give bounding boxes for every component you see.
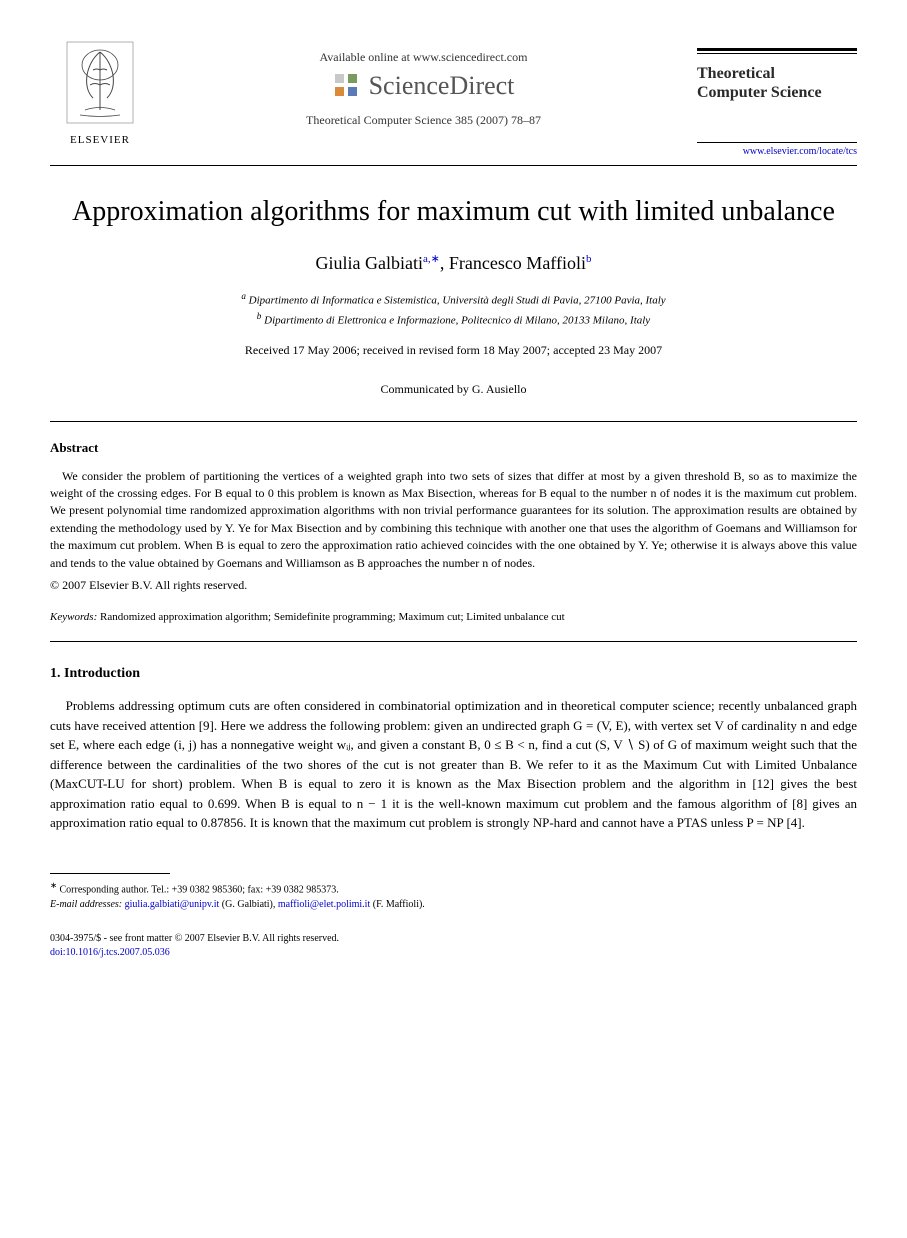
email-2-attr: (F. Maffioli). bbox=[370, 899, 425, 910]
journal-name-line1: Theoretical bbox=[697, 65, 775, 82]
citation-line: Theoretical Computer Science 385 (2007) … bbox=[150, 113, 697, 128]
doi-link[interactable]: doi:10.1016/j.tcs.2007.05.036 bbox=[50, 947, 170, 958]
footnote-rule bbox=[50, 873, 170, 874]
abstract-top-rule bbox=[50, 421, 857, 422]
section-1-heading: 1. Introduction bbox=[50, 666, 857, 682]
author-sep: , bbox=[440, 253, 449, 273]
elsevier-block: ELSEVIER bbox=[50, 40, 150, 146]
sciencedirect-logo: ScienceDirect bbox=[150, 71, 697, 101]
journal-name: Theoretical Computer Science bbox=[697, 64, 857, 102]
affiliations: a Dipartimento di Informatica e Sistemis… bbox=[50, 290, 857, 328]
corresponding-author-note: Corresponding author. Tel.: +39 0382 985… bbox=[59, 884, 338, 895]
journal-name-line2: Computer Science bbox=[697, 84, 822, 101]
footer-copyright: 0304-3975/$ - see front matter © 2007 El… bbox=[50, 933, 339, 944]
author-1: Giulia Galbiati bbox=[316, 253, 423, 273]
journal-block: Theoretical Computer Science www.elsevie… bbox=[697, 40, 857, 157]
footnotes: ∗ Corresponding author. Tel.: +39 0382 9… bbox=[50, 880, 857, 912]
keywords-text: Randomized approximation algorithm; Semi… bbox=[97, 611, 564, 623]
article-dates: Received 17 May 2006; received in revise… bbox=[50, 343, 857, 358]
available-online-text: Available online at www.sciencedirect.co… bbox=[150, 50, 697, 65]
author-list: Giulia Galbiatia,∗, Francesco Maffiolib bbox=[50, 252, 857, 274]
center-header: Available online at www.sciencedirect.co… bbox=[150, 40, 697, 128]
abstract-bottom-rule bbox=[50, 641, 857, 642]
abstract-heading: Abstract bbox=[50, 440, 857, 456]
page-footer: 0304-3975/$ - see front matter © 2007 El… bbox=[50, 932, 857, 960]
email-label: E-mail addresses: bbox=[50, 899, 122, 910]
author-2-sup: b bbox=[586, 253, 592, 265]
elsevier-label: ELSEVIER bbox=[50, 134, 150, 146]
journal-url-link[interactable]: www.elsevier.com/locate/tcs bbox=[697, 142, 857, 157]
sciencedirect-text: ScienceDirect bbox=[369, 71, 515, 101]
author-2: Francesco Maffioli bbox=[449, 253, 586, 273]
affiliation-b: Dipartimento di Elettronica e Informazio… bbox=[264, 314, 650, 326]
intro-paragraph: Problems addressing optimum cuts are oft… bbox=[50, 696, 857, 833]
article-title: Approximation algorithms for maximum cut… bbox=[50, 196, 857, 228]
elsevier-tree-icon bbox=[65, 40, 135, 125]
keywords: Keywords: Randomized approximation algor… bbox=[50, 611, 857, 623]
email-link-1[interactable]: giulia.galbiati@unipv.it bbox=[125, 899, 220, 910]
journal-rule bbox=[697, 48, 857, 54]
abstract-copyright: © 2007 Elsevier B.V. All rights reserved… bbox=[50, 578, 857, 593]
communicated-by: Communicated by G. Ausiello bbox=[50, 382, 857, 397]
header-rule bbox=[50, 165, 857, 166]
page-header: ELSEVIER Available online at www.science… bbox=[50, 40, 857, 157]
affiliation-a: Dipartimento di Informatica e Sistemisti… bbox=[249, 295, 666, 307]
email-link-2[interactable]: maffioli@elet.polimi.it bbox=[278, 899, 370, 910]
sciencedirect-icon bbox=[333, 72, 361, 100]
author-1-sup: a,∗ bbox=[423, 253, 440, 265]
keywords-label: Keywords: bbox=[50, 611, 97, 623]
abstract-text: We consider the problem of partitioning … bbox=[50, 468, 857, 572]
email-1-attr: (G. Galbiati), bbox=[219, 899, 278, 910]
